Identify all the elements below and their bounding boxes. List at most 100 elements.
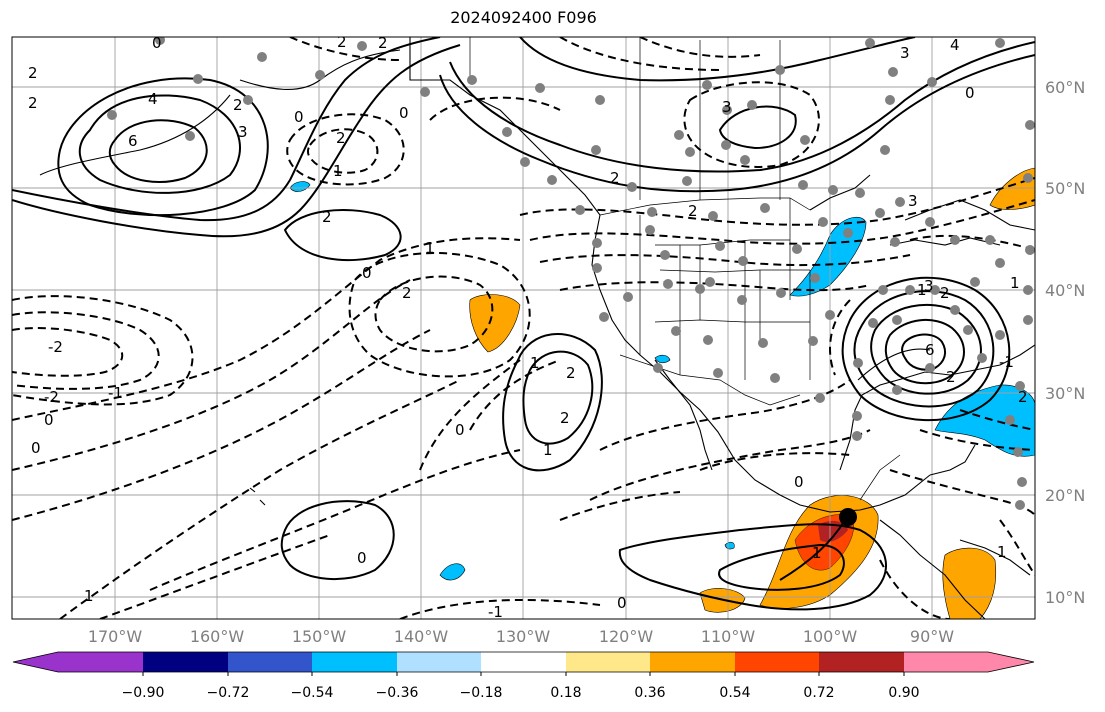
contour-label: 0 [152,34,162,52]
lon-label-130w: 130°W [496,627,551,646]
contour-label: 2 [233,96,243,114]
political-borders [469,37,901,501]
colorbar-tick-label: −0.54 [291,685,334,701]
contour-label: 2 [1018,388,1028,406]
contour-label: 2 [337,33,347,51]
lat-label-40n: 40°N [1045,281,1085,300]
contour-label: 3 [908,192,918,210]
contour-label: 2 [322,208,332,226]
lat-label-30n: 30°N [1045,384,1085,403]
lon-label-100w: 100°W [803,627,858,646]
lon-label-90w: 90°W [910,627,954,646]
colorbar-segment [397,652,482,672]
contour-label: 6 [128,132,138,150]
contour-label: 2 [610,169,620,187]
map-frame [11,36,1036,620]
contour-label: 0 [617,594,627,612]
contour-label: 2 [946,368,956,386]
contour-label: 4 [950,36,960,54]
storm-center-marker [839,508,857,526]
lon-label-160w: 160°W [190,627,245,646]
contour-label: 2 [402,284,412,302]
colorbar-segment [819,652,905,672]
contour-label: 3 [722,98,732,116]
contour-label: 0 [455,421,465,439]
latitude-labels: 60°N 50°N 40°N 30°N 20°N 10°N [1045,78,1085,607]
colorbar-tick-label: −0.90 [122,685,165,701]
contour-label: 1 [1010,274,1020,292]
colorbar-tick-label: −0.36 [376,685,419,701]
colorbar-segment [58,652,144,672]
colorbar [12,651,1035,676]
contour-label: 0 [965,84,975,102]
colorbar-segment [228,652,313,672]
lat-label-60n: 60°N [1045,78,1085,97]
contour-label: 3 [924,277,934,295]
contour-label: 3 [900,44,910,62]
contour-label: -1 [488,603,503,621]
contour-label: 1 [425,239,435,257]
contour-label: 0 [399,104,409,122]
contour-label: 2 [566,364,576,382]
colorbar-tick-label: 0.72 [803,685,834,701]
contour-label: 6 [925,341,935,359]
contour-label: 2 [940,284,950,302]
colorbar-tick-label: −0.72 [207,685,250,701]
colorbar-tick-label: 0.36 [634,685,665,701]
contour-label: 1 [530,354,540,372]
lon-label-120w: 120°W [599,627,654,646]
contour-label: -2 [48,338,63,356]
contour-label: 0 [44,411,54,429]
station-markers [107,37,1035,510]
map-title: 2024092400 F096 [450,8,597,27]
colorbar-extend-min [13,652,58,672]
contour-label: 1 [917,281,927,299]
colorbar-outline [12,651,1035,673]
colorbar-segment [904,652,989,672]
contour-label: 1 [543,441,553,459]
lon-label-110w: 110°W [701,627,756,646]
colorbar-tick-label: −0.18 [460,685,503,701]
colorbar-segment [312,652,398,672]
colorbar-segment [735,652,820,672]
dashed-contours [12,37,1035,619]
colorbar-segment [650,652,736,672]
colorbar-segment [143,652,229,672]
contour-label: 2 [560,409,570,427]
colorbar-extend-max [988,652,1034,672]
lon-label-140w: 140°W [394,627,449,646]
longitude-labels: 170°W 160°W 150°W 140°W 130°W 120°W 110°… [88,627,954,646]
contour-labels: 2 2 0 2 4 6 3 2 0 2 1 2 0 2 3 4 2 1 0 2 … [28,33,1028,621]
contour-label: 0 [362,264,372,282]
contour-label: 0 [794,473,804,491]
lat-label-20n: 20°N [1045,486,1085,505]
colorbar-tick-label: 0.90 [888,685,919,701]
map-background [12,37,1035,619]
contour-label: 2 [28,64,38,82]
contour-label: 2 [378,34,388,52]
contour-label: 3 [238,123,248,141]
contour-label: 0 [31,439,41,457]
coastlines [39,37,1035,619]
contour-label: 0 [294,108,304,126]
contour-label: -1 [999,353,1014,371]
lat-label-10n: 10°N [1045,588,1085,607]
contour-label: 2 [688,202,698,220]
colorbar-segment [566,652,651,672]
lon-label-150w: 150°W [292,627,347,646]
colorbar-tick-label: 0.54 [719,685,750,701]
lat-label-50n: 50°N [1045,179,1085,198]
lon-label-170w: 170°W [88,627,143,646]
contour-label: 2 [28,94,38,112]
contour-label: 2 [336,129,346,147]
contour-label: 0 [357,549,367,567]
contour-label: 1 [997,543,1007,561]
colorbar-segment [481,652,567,672]
contour-label: -1 [108,384,123,402]
contour-label: 1 [812,544,822,562]
contour-label: 4 [148,90,158,108]
colorbar-tick-label: 0.18 [550,685,581,701]
contour-label: 1 [333,162,343,180]
colorbar-tick-labels: −0.90 −0.72 −0.54 −0.36 −0.18 0.18 0.36 … [122,685,920,701]
